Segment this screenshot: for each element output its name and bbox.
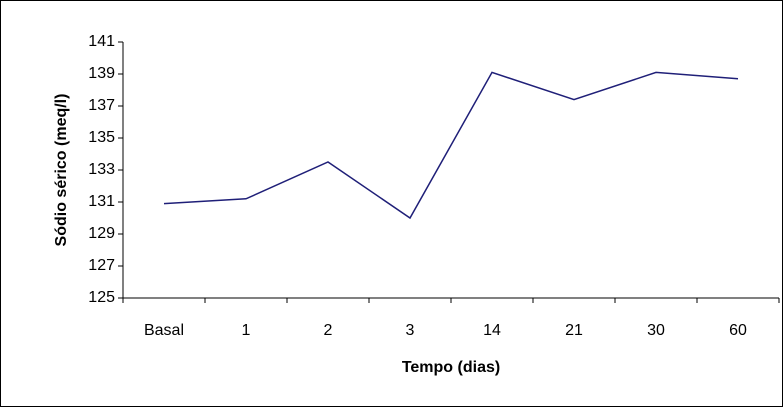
y-axis-label: Sódio sérico (meq/l) [53,94,70,247]
y-tick-label: 139 [88,65,115,82]
y-tick-label: 129 [88,225,115,242]
y-tick-label: 137 [88,97,115,114]
y-tick-label: 131 [88,193,115,210]
y-tick-label: 135 [88,129,115,146]
y-tick-label: 133 [88,161,115,178]
x-tick-label: 14 [483,322,501,339]
x-tick-label: 30 [647,322,665,339]
line [163,71,739,220]
x-axis-label: Tempo (dias) [402,359,500,376]
x-tick-label: 2 [324,322,333,339]
y-tick-label: 141 [88,33,115,50]
x-tick-label: 21 [565,322,583,339]
x-tick-label: 1 [242,322,251,339]
x-tick-label: 60 [729,322,747,339]
y-tick-label: 127 [88,257,115,274]
y-tick-label: 125 [88,289,115,306]
x-tick-label: 3 [406,322,415,339]
x-tick-label: Basal [144,322,184,339]
